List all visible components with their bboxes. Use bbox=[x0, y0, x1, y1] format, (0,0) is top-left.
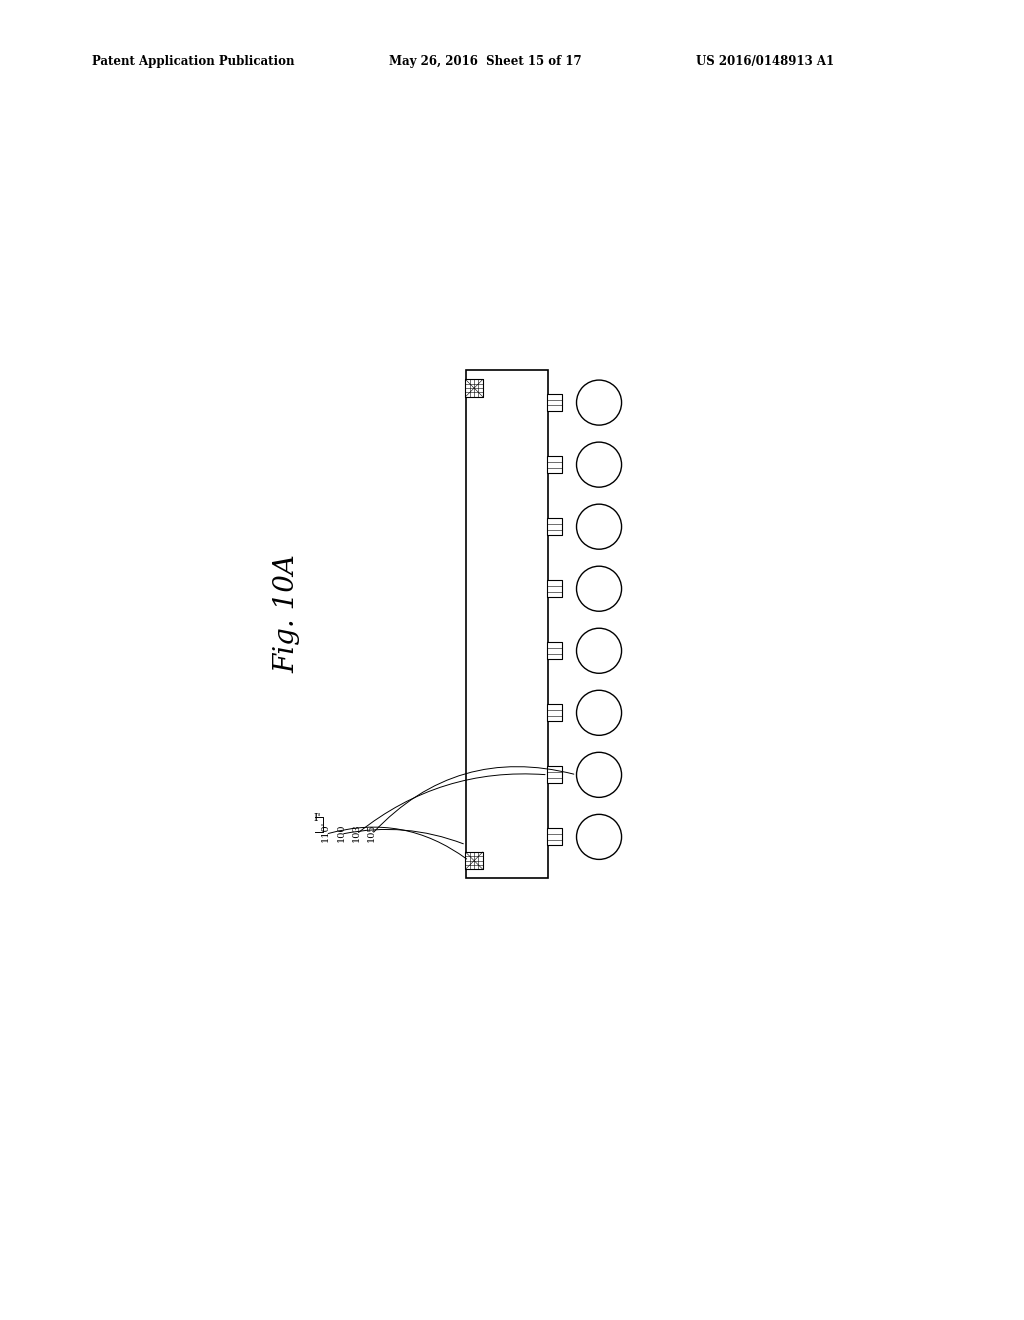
Bar bbox=[547, 829, 562, 845]
Bar bbox=[465, 379, 483, 397]
Circle shape bbox=[577, 380, 622, 425]
Circle shape bbox=[577, 690, 622, 735]
Circle shape bbox=[577, 442, 622, 487]
Text: 105: 105 bbox=[368, 824, 376, 842]
Bar bbox=[547, 519, 562, 536]
Bar bbox=[465, 851, 483, 870]
Circle shape bbox=[577, 566, 622, 611]
Bar bbox=[547, 766, 562, 784]
Bar bbox=[547, 581, 562, 597]
Text: 100: 100 bbox=[337, 824, 345, 842]
Circle shape bbox=[577, 814, 622, 859]
Text: Patent Application Publication: Patent Application Publication bbox=[92, 55, 295, 69]
Circle shape bbox=[577, 628, 622, 673]
Bar bbox=[466, 370, 548, 878]
Circle shape bbox=[577, 752, 622, 797]
Bar bbox=[547, 395, 562, 412]
Circle shape bbox=[577, 504, 622, 549]
Text: May 26, 2016  Sheet 15 of 17: May 26, 2016 Sheet 15 of 17 bbox=[389, 55, 582, 69]
Bar bbox=[547, 642, 562, 659]
Text: Fig. 10A: Fig. 10A bbox=[273, 554, 300, 673]
Text: 110': 110' bbox=[322, 821, 330, 842]
Text: 103: 103 bbox=[352, 824, 360, 842]
Bar bbox=[547, 705, 562, 721]
Bar bbox=[547, 457, 562, 474]
Text: I': I' bbox=[313, 813, 322, 824]
Text: US 2016/0148913 A1: US 2016/0148913 A1 bbox=[696, 55, 835, 69]
